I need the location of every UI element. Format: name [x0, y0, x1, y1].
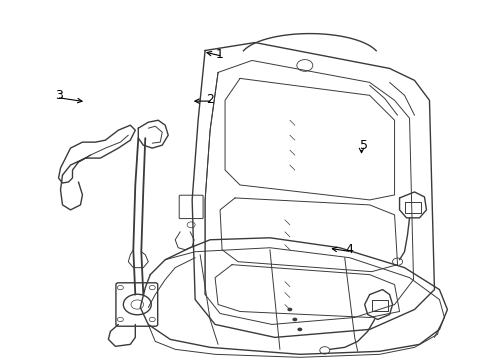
FancyBboxPatch shape — [179, 195, 203, 219]
Text: 1: 1 — [216, 48, 224, 61]
Circle shape — [292, 318, 297, 321]
Circle shape — [287, 308, 292, 311]
Circle shape — [297, 328, 302, 331]
FancyBboxPatch shape — [116, 283, 157, 326]
Text: 4: 4 — [345, 243, 352, 256]
Text: 5: 5 — [360, 139, 367, 152]
Text: 3: 3 — [55, 89, 63, 102]
Text: 2: 2 — [206, 93, 214, 106]
